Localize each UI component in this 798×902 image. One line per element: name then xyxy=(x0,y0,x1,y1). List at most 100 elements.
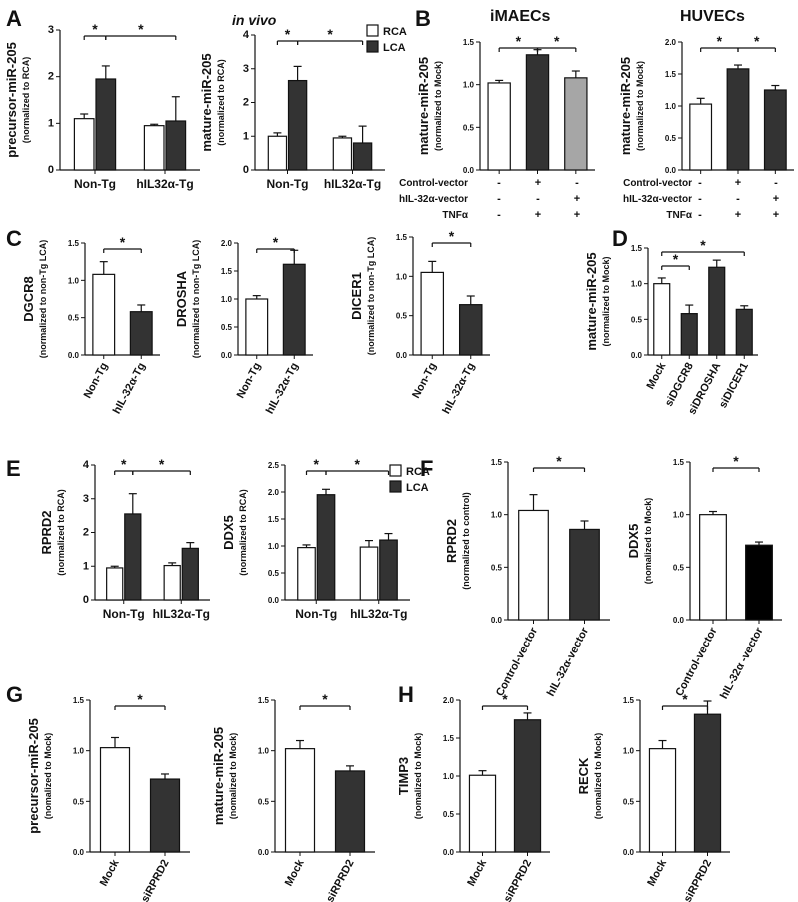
significance-star: * xyxy=(159,456,165,472)
significance-star: * xyxy=(92,21,98,37)
y-tick-label: 3 xyxy=(48,24,54,36)
legend-swatch-lca xyxy=(389,480,402,493)
y-axis-subtitle: (normalized to RCA) xyxy=(216,59,226,146)
x-tick-label: Non-Tg xyxy=(295,607,337,621)
y-tick-label: 0.5 xyxy=(491,563,503,572)
condition-value: + xyxy=(535,209,541,221)
condition-value: + xyxy=(773,193,779,205)
x-tick-label: Non-Tg xyxy=(267,177,309,191)
significance-star: * xyxy=(449,228,455,244)
legend-label-rca: RCA xyxy=(383,26,407,38)
significance-star: * xyxy=(327,26,333,42)
y-tick-label: 0.0 xyxy=(221,351,233,360)
y-tick-label: 0.5 xyxy=(268,569,280,578)
legend-swatch-rca xyxy=(389,464,402,477)
condition-value: - xyxy=(497,209,501,221)
condition-value: - xyxy=(698,193,702,205)
legend-label-lca: LCA xyxy=(406,482,429,494)
y-axis-title: DGCR8 xyxy=(21,276,36,322)
legend-label-lca: LCA xyxy=(383,42,406,54)
significance-star: * xyxy=(733,453,739,469)
legend-swatch-lca xyxy=(366,40,379,53)
bar xyxy=(699,514,727,621)
y-tick-label: 2.5 xyxy=(268,461,280,470)
x-tick-label: siRPRD2 xyxy=(502,858,534,902)
condition-label: TNFα xyxy=(442,210,468,221)
condition-value: + xyxy=(574,193,580,205)
chart-e1: 0 1 2 3 4 RPRD2 (normalized to RCA) Non-Tg hIL32… xyxy=(39,456,210,621)
y-axis-title: DROSHA xyxy=(174,270,189,327)
y-tick-label: 0.5 xyxy=(665,134,677,143)
x-tick-label: Mock xyxy=(645,857,669,888)
y-tick-label: 1.5 xyxy=(463,38,475,47)
y-axis-subtitle: (normalized to non-Tg LCA) xyxy=(191,240,201,358)
panel-label-f: F xyxy=(420,456,434,481)
y-tick-label: 0.0 xyxy=(623,848,635,857)
y-tick-label: 2.0 xyxy=(268,488,280,497)
bar xyxy=(287,79,308,171)
y-tick-label: 0.0 xyxy=(396,351,408,360)
condition-table-imaecs: Control-vector - + - hIL-32α-vector - - + TNFα - +… xyxy=(399,177,580,221)
y-tick-label: 0.5 xyxy=(221,323,233,332)
y-axis-subtitle: (normalized to Mock) xyxy=(635,61,645,151)
y-tick-label: 1.0 xyxy=(221,295,233,304)
condition-label: TNFα xyxy=(666,210,692,221)
chart-f1: 0.0 0.5 1.0 1.5 RPRD2 (normalized to control)… xyxy=(444,453,610,698)
y-tick-label: 0 xyxy=(243,164,249,176)
y-tick-label: 1.0 xyxy=(463,81,475,90)
bar xyxy=(680,313,698,356)
condition-label: Control-vector xyxy=(399,178,468,189)
bar xyxy=(693,713,722,853)
y-tick-label: 0.0 xyxy=(631,351,643,360)
y-axis-subtitle: (normalized to Mock) xyxy=(601,256,611,346)
y-tick-label: 1.5 xyxy=(68,239,80,248)
y-tick-label: 2.0 xyxy=(443,696,455,705)
condition-value: - xyxy=(497,177,501,189)
y-axis-subtitle: (normalized to non-Tg LCA) xyxy=(366,237,376,355)
x-tick-label: Control-vector xyxy=(494,625,541,698)
y-tick-label: 1.0 xyxy=(268,542,280,551)
bar xyxy=(332,137,353,171)
condition-value: - xyxy=(497,193,501,205)
x-tick-label: siRPRD2 xyxy=(682,858,714,902)
significance-star: * xyxy=(138,21,144,37)
x-tick-label: hIL32α-Tg xyxy=(153,607,210,621)
legend-a: RCA LCA xyxy=(366,24,407,54)
condition-value: + xyxy=(773,209,779,221)
y-tick-label: 1.5 xyxy=(396,233,408,242)
y-tick-label: 0.0 xyxy=(665,166,677,175)
y-tick-label: 0 xyxy=(48,164,54,176)
chart-c3: 0.0 0.5 1.0 1.5 DICER1 (normalized to non-Tg … xyxy=(349,228,490,416)
y-tick-label: 1.0 xyxy=(631,280,643,289)
x-tick-label: hIL32α-Tg xyxy=(136,177,193,191)
y-axis-subtitle: (nomalized to Mock) xyxy=(413,733,423,820)
bar xyxy=(525,54,550,171)
bar xyxy=(468,774,497,853)
x-tick-label: hIL-32α-Tg xyxy=(111,361,148,416)
y-tick-label: 1.5 xyxy=(73,696,85,705)
significance-star: * xyxy=(682,691,688,707)
y-tick-label: 1.0 xyxy=(623,747,635,756)
significance-star: * xyxy=(700,237,706,253)
y-tick-label: 4 xyxy=(243,29,250,41)
y-tick-label: 1.0 xyxy=(68,276,80,285)
y-axis-subtitle: (normalized to non-Tg LCA) xyxy=(38,240,48,358)
y-axis-title: mature-miR-205 xyxy=(618,57,633,155)
bar xyxy=(648,748,677,853)
significance-star: * xyxy=(120,234,126,250)
bar xyxy=(143,125,165,171)
chart-e2: 0.0 0.5 1.0 1.5 2.0 2.5 DDX5 (normalized to RCA… xyxy=(221,456,410,621)
y-tick-label: 1.0 xyxy=(258,747,270,756)
chart-a1: 0 1 2 3 precursor-miR-205 (normalized to RCA)… xyxy=(4,21,200,191)
y-tick-label: 2.0 xyxy=(221,239,233,248)
x-tick-label: Non-Tg xyxy=(74,177,116,191)
chart-b1: 0.0 0.5 1.0 1.5 mature-miR-205 (normalized to… xyxy=(416,33,595,175)
significance-star: * xyxy=(273,234,279,250)
legend-swatch-rca xyxy=(366,24,379,37)
y-axis-subtitle: (nomalized to Mock) xyxy=(643,498,653,585)
significance-star: * xyxy=(355,456,361,472)
y-tick-label: 0.0 xyxy=(463,166,475,175)
panel-label-a: A xyxy=(6,6,22,31)
y-axis-subtitle: (normalized to Mock) xyxy=(433,61,443,151)
bar xyxy=(181,547,199,601)
